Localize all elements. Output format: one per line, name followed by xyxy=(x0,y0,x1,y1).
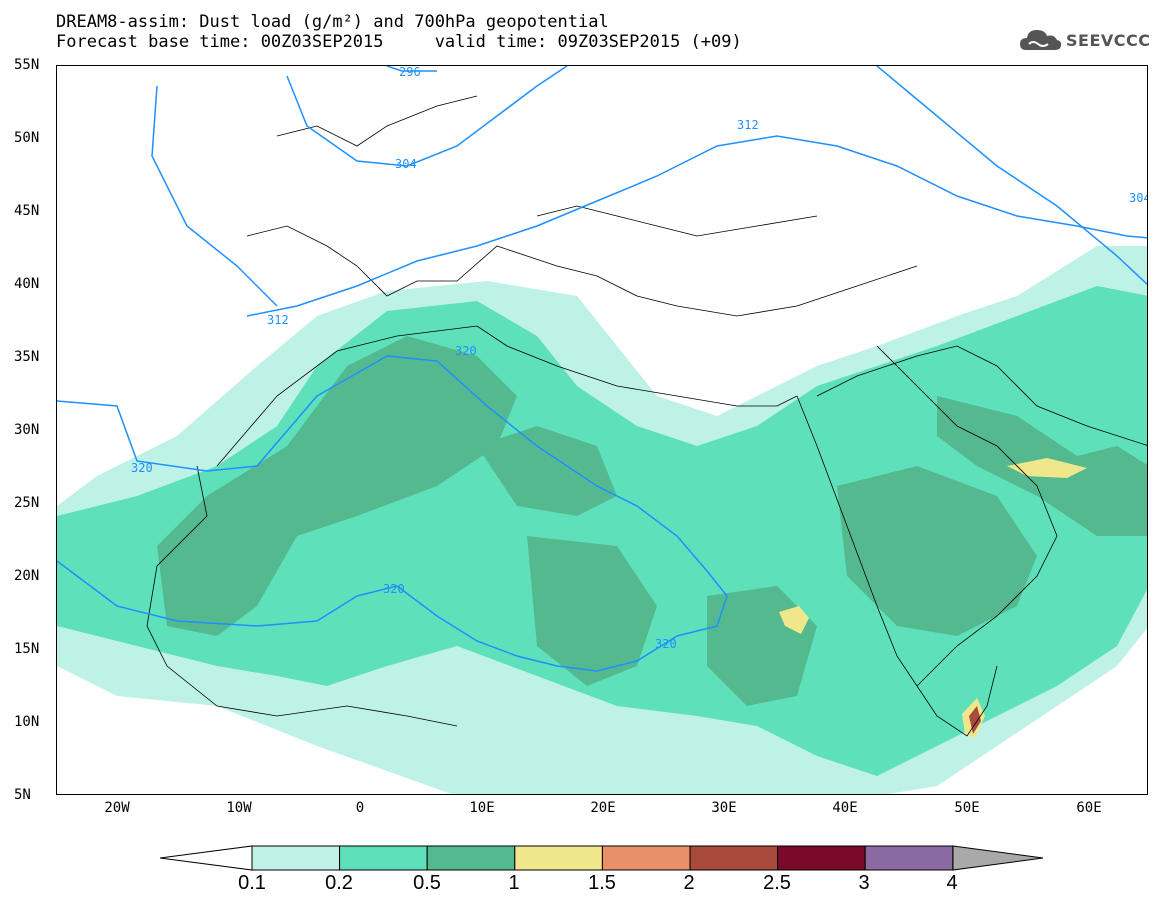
colorbar-segment xyxy=(601,845,691,871)
lon-label: 60E xyxy=(1076,800,1102,816)
lon-label: 50E xyxy=(954,800,980,816)
contour-label: 320 xyxy=(655,637,677,651)
lon-label: 0 xyxy=(355,800,365,816)
dust-level-0.5-chad xyxy=(527,536,657,686)
dust-level-0.5-libya xyxy=(477,426,617,516)
colorbar-segment xyxy=(251,845,341,871)
colorbar-segment xyxy=(426,845,516,871)
lon-label: 10E xyxy=(469,800,495,816)
colorbar-label: 1 xyxy=(508,872,520,894)
contour-label: 312 xyxy=(737,118,759,132)
colorbar-segment xyxy=(514,845,603,871)
colorbar-label: 2 xyxy=(683,872,695,894)
lat-label: 20N xyxy=(14,568,40,584)
colorbar-segment xyxy=(689,845,779,871)
lat-label: 55N xyxy=(14,57,40,73)
colorbar-segment xyxy=(339,845,428,871)
colorbar-segment xyxy=(864,845,954,871)
contour-304-east xyxy=(876,66,1147,286)
dust-level-1-gulf xyxy=(1007,458,1087,478)
contour-312 xyxy=(246,135,1147,317)
lat-label: 10N xyxy=(14,714,40,730)
lon-label: 20W xyxy=(104,800,130,816)
contour-label: 304 xyxy=(1129,191,1148,205)
contour-label: 304 xyxy=(395,157,417,171)
colorbar-right-arrow xyxy=(952,845,1044,871)
colorbar-segment xyxy=(777,845,866,871)
lon-label: 30E xyxy=(711,800,737,816)
cloud-icon xyxy=(1020,30,1062,50)
contour-label: 296 xyxy=(399,66,421,79)
lat-label: 35N xyxy=(14,349,40,365)
contour-304-west xyxy=(151,85,278,307)
colorbar-label: 2.5 xyxy=(763,872,791,894)
dust-shading xyxy=(57,246,1147,794)
map-panel: 296 304 312 312 320 320 320 320 304 xyxy=(56,65,1148,795)
contour-296 xyxy=(386,66,437,72)
lon-label: 40E xyxy=(832,800,858,816)
lat-label: 50N xyxy=(14,130,40,146)
lat-label: 40N xyxy=(14,276,40,292)
colorbar-label: 3 xyxy=(858,872,870,894)
contour-label: 312 xyxy=(267,313,289,327)
lat-label: 30N xyxy=(14,422,40,438)
geopotential-contours xyxy=(57,66,1147,672)
dust-level-2-somalia xyxy=(969,706,981,734)
dust-level-0.5-arabia xyxy=(837,466,1037,636)
colorbar xyxy=(160,845,1044,871)
lon-label: 10W xyxy=(226,800,252,816)
lon-label: 20E xyxy=(590,800,616,816)
colorbar-label: 0.1 xyxy=(238,872,266,894)
colorbar-label: 4 xyxy=(946,872,958,894)
dust-map: 296 304 312 312 320 320 320 320 304 xyxy=(57,66,1148,794)
seevccc-logo: SEEVCCC xyxy=(1018,26,1151,54)
map-title-line2: Forecast base time: 00Z03SEP2015 valid t… xyxy=(56,32,742,52)
contour-320-west xyxy=(57,355,728,672)
dust-level-1-sudan xyxy=(779,606,809,634)
logo-text: SEEVCCC xyxy=(1066,30,1151,50)
lat-label: 45N xyxy=(14,203,40,219)
contour-label: 320 xyxy=(131,461,153,475)
colorbar-label: 1.5 xyxy=(588,872,616,894)
dust-level-0.5-sahara xyxy=(157,336,517,636)
lat-label: 25N xyxy=(14,495,40,511)
contour-label: 320 xyxy=(383,582,405,596)
lat-label: 5N xyxy=(14,787,31,803)
lat-label: 15N xyxy=(14,641,40,657)
contour-304-north xyxy=(286,66,568,167)
colorbar-label: 0.5 xyxy=(413,872,441,894)
coastlines xyxy=(146,95,1147,737)
contour-label: 320 xyxy=(455,344,477,358)
colorbar-left-arrow xyxy=(160,845,253,871)
map-title-line1: DREAM8-assim: Dust load (g/m²) and 700hP… xyxy=(56,12,609,32)
colorbar-label: 0.2 xyxy=(325,872,353,894)
